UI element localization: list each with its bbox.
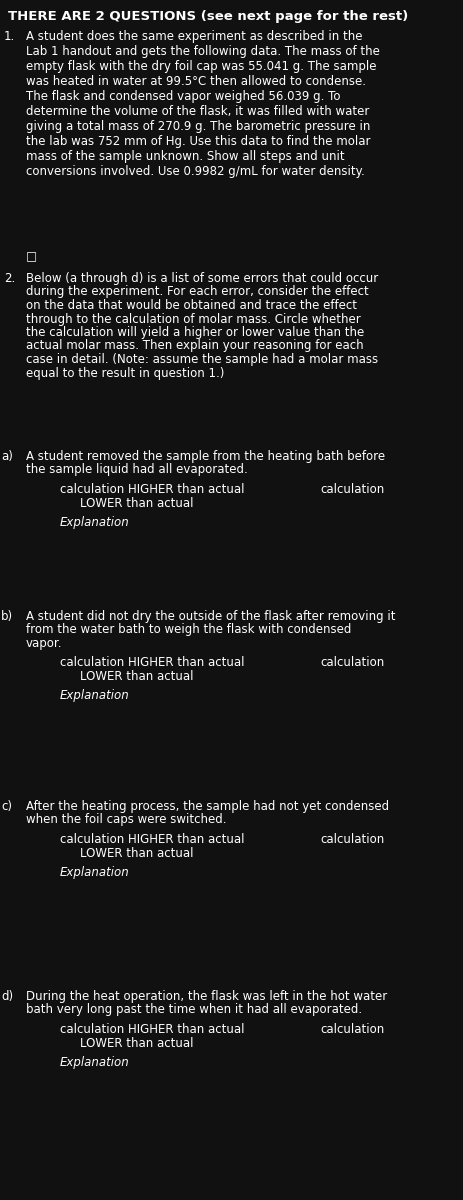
Text: A student removed the sample from the heating bath before: A student removed the sample from the he…	[26, 450, 384, 463]
Text: LOWER than actual: LOWER than actual	[80, 497, 193, 510]
Text: Explanation: Explanation	[60, 516, 130, 529]
Text: through to the calculation of molar mass. Circle whether: through to the calculation of molar mass…	[26, 312, 360, 325]
Text: LOWER than actual: LOWER than actual	[80, 847, 193, 860]
Text: LOWER than actual: LOWER than actual	[80, 671, 193, 684]
Text: the calculation will yield a higher or lower value than the: the calculation will yield a higher or l…	[26, 326, 363, 340]
Text: d): d)	[1, 990, 13, 1003]
Text: case in detail. (Note: assume the sample had a molar mass: case in detail. (Note: assume the sample…	[26, 353, 377, 366]
Text: During the heat operation, the flask was left in the hot water: During the heat operation, the flask was…	[26, 990, 387, 1003]
Text: a): a)	[1, 450, 13, 463]
Text: □: □	[26, 250, 37, 263]
Text: actual molar mass. Then explain your reasoning for each: actual molar mass. Then explain your rea…	[26, 340, 363, 353]
Text: b): b)	[1, 610, 13, 623]
Text: After the heating process, the sample had not yet condensed: After the heating process, the sample ha…	[26, 800, 388, 814]
Text: A student did not dry the outside of the flask after removing it: A student did not dry the outside of the…	[26, 610, 394, 623]
Text: vapor.: vapor.	[26, 637, 63, 650]
Text: from the water bath to weigh the flask with condensed: from the water bath to weigh the flask w…	[26, 624, 350, 636]
Text: calculation HIGHER than actual: calculation HIGHER than actual	[60, 833, 244, 846]
Text: Explanation: Explanation	[60, 1056, 130, 1069]
Text: THERE ARE 2 QUESTIONS (see next page for the rest): THERE ARE 2 QUESTIONS (see next page for…	[8, 10, 407, 23]
Text: 1.: 1.	[4, 30, 15, 43]
Text: the sample liquid had all evaporated.: the sample liquid had all evaporated.	[26, 463, 247, 476]
Text: calculation: calculation	[319, 656, 383, 670]
Text: Explanation: Explanation	[60, 690, 130, 702]
Text: bath very long past the time when it had all evaporated.: bath very long past the time when it had…	[26, 1003, 361, 1016]
Text: equal to the result in question 1.): equal to the result in question 1.)	[26, 366, 224, 379]
Text: calculation: calculation	[319, 1022, 383, 1036]
Text: LOWER than actual: LOWER than actual	[80, 1037, 193, 1050]
Text: Below (a through d) is a list of some errors that could occur: Below (a through d) is a list of some er…	[26, 272, 377, 284]
Text: Explanation: Explanation	[60, 866, 130, 878]
Text: calculation HIGHER than actual: calculation HIGHER than actual	[60, 484, 244, 496]
Text: when the foil caps were switched.: when the foil caps were switched.	[26, 814, 226, 827]
Text: during the experiment. For each error, consider the effect: during the experiment. For each error, c…	[26, 286, 368, 299]
Text: calculation: calculation	[319, 833, 383, 846]
Text: on the data that would be obtained and trace the effect: on the data that would be obtained and t…	[26, 299, 356, 312]
Text: calculation HIGHER than actual: calculation HIGHER than actual	[60, 656, 244, 670]
Text: calculation HIGHER than actual: calculation HIGHER than actual	[60, 1022, 244, 1036]
Text: A student does the same experiment as described in the
Lab 1 handout and gets th: A student does the same experiment as de…	[26, 30, 379, 178]
Text: 2.: 2.	[4, 272, 15, 284]
Text: calculation: calculation	[319, 484, 383, 496]
Text: c): c)	[1, 800, 12, 814]
